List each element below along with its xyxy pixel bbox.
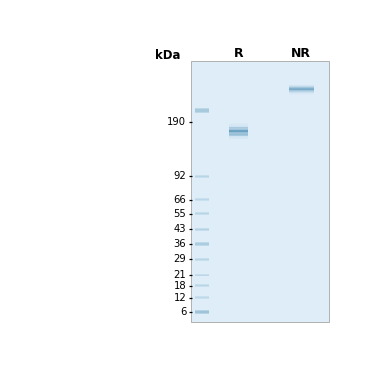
Bar [289, 90, 314, 91]
Bar [195, 310, 209, 311]
Bar [229, 134, 248, 135]
Bar [229, 136, 248, 137]
Bar [229, 123, 248, 124]
Text: kDa: kDa [155, 49, 180, 62]
Bar [195, 112, 209, 113]
Bar [229, 137, 248, 138]
Bar [195, 242, 209, 243]
Bar [229, 130, 248, 132]
Bar [229, 135, 248, 136]
Bar [195, 260, 209, 261]
Text: 66: 66 [174, 195, 186, 205]
Text: 12: 12 [174, 292, 186, 303]
Bar [195, 198, 209, 201]
Text: 6: 6 [180, 307, 186, 317]
Bar [289, 84, 314, 85]
Bar [195, 175, 209, 178]
Text: 29: 29 [174, 254, 186, 264]
Bar [229, 138, 248, 140]
Bar [195, 274, 209, 276]
Bar [289, 86, 314, 87]
Bar [195, 258, 209, 261]
Bar [195, 213, 209, 215]
Bar [229, 126, 248, 128]
Bar [195, 298, 209, 299]
Bar [289, 86, 314, 87]
Bar [195, 242, 209, 246]
Text: 21: 21 [174, 270, 186, 280]
Bar [229, 128, 248, 129]
Bar [195, 108, 209, 113]
Bar [195, 200, 209, 201]
Bar [289, 87, 314, 88]
Bar [289, 91, 314, 92]
Bar [195, 286, 209, 287]
Bar [195, 175, 209, 176]
Bar [229, 125, 248, 126]
Bar [191, 61, 329, 322]
Bar [289, 85, 314, 86]
Text: 92: 92 [174, 171, 186, 182]
Text: 55: 55 [174, 209, 186, 219]
Bar [195, 245, 209, 246]
Bar [289, 94, 314, 95]
Bar [195, 297, 209, 299]
Bar [195, 313, 209, 314]
Bar [229, 131, 248, 132]
Bar [289, 88, 314, 89]
Bar [229, 138, 248, 139]
Text: 36: 36 [174, 239, 186, 249]
Bar [289, 89, 314, 90]
Bar [229, 132, 248, 133]
Bar [195, 214, 209, 215]
Bar [229, 126, 248, 127]
Bar [195, 228, 209, 231]
Bar [289, 90, 314, 92]
Bar [229, 128, 248, 129]
Bar [229, 124, 248, 125]
Text: 190: 190 [167, 117, 186, 126]
Bar [229, 133, 248, 134]
Bar [195, 198, 209, 199]
Bar [289, 93, 314, 94]
Text: NR: NR [291, 46, 311, 60]
Text: 43: 43 [174, 224, 186, 234]
Bar [289, 92, 314, 93]
Text: 18: 18 [174, 280, 186, 291]
Bar [195, 230, 209, 231]
Bar [289, 88, 314, 89]
Bar [229, 134, 248, 135]
Bar [229, 130, 248, 131]
Bar [289, 87, 314, 88]
Bar [195, 108, 209, 109]
Text: R: R [234, 46, 243, 60]
Bar [195, 310, 209, 314]
Bar [195, 258, 209, 259]
Bar [229, 129, 248, 130]
Bar [195, 177, 209, 178]
Bar [195, 285, 209, 287]
